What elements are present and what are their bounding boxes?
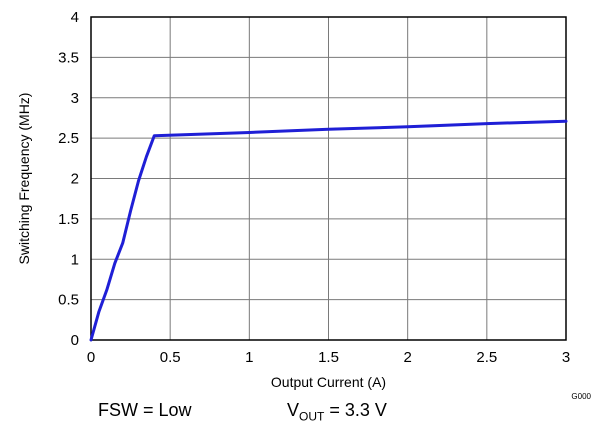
y-axis-label: Switching Frequency (MHz)	[16, 93, 32, 265]
y-tick-label: 2.5	[58, 130, 79, 147]
x-tick-label: 0	[87, 349, 95, 366]
x-tick-label: 1.5	[318, 349, 339, 366]
y-tick-label: 1	[71, 251, 79, 268]
vout-subscript: OUT	[299, 409, 325, 424]
y-tick-label: 3.5	[58, 49, 79, 66]
grid	[91, 17, 566, 340]
vout-value: = 3.3 V	[324, 400, 387, 420]
y-tick-label: 0	[71, 332, 79, 349]
y-tick-label: 0.5	[58, 292, 79, 309]
x-axis-label: Output Current (A)	[271, 374, 386, 390]
y-tick-label: 3	[71, 90, 79, 107]
y-tick-label: 1.5	[58, 211, 79, 228]
plot-frame	[90, 16, 567, 341]
y-tick-label: 2	[71, 171, 79, 188]
x-tick-label: 0.5	[160, 349, 181, 366]
condition-vout: VOUT = 3.3 V	[287, 400, 387, 424]
x-tick-label: 2.5	[476, 349, 497, 366]
condition-fsw: FSW = Low	[98, 400, 192, 420]
y-tick-labels: 0 0.5 1 1.5 2 2.5 3 3.5 4	[58, 9, 79, 349]
x-tick-labels: 0 0.5 1 1.5 2 2.5 3	[87, 349, 570, 366]
x-tick-label: 3	[562, 349, 570, 366]
y-tick-label: 4	[71, 9, 79, 26]
series-line	[89, 119, 568, 342]
x-tick-label: 1	[245, 349, 253, 366]
x-tick-label: 2	[403, 349, 411, 366]
vout-symbol: V	[287, 400, 300, 420]
figure-code: G000	[571, 392, 591, 401]
